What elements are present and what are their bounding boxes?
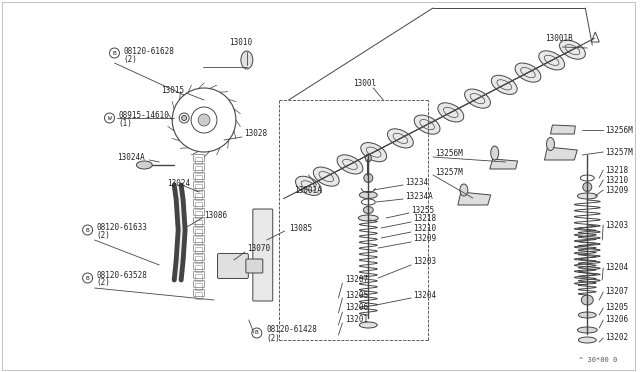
FancyBboxPatch shape bbox=[246, 259, 263, 273]
Ellipse shape bbox=[241, 51, 253, 69]
FancyBboxPatch shape bbox=[218, 253, 248, 279]
Text: 13001A: 13001A bbox=[294, 186, 321, 195]
Text: 13001B: 13001B bbox=[545, 33, 573, 42]
Text: 13210: 13210 bbox=[605, 176, 628, 185]
Text: 13209: 13209 bbox=[413, 234, 436, 243]
Text: B: B bbox=[86, 276, 90, 280]
Ellipse shape bbox=[465, 89, 490, 108]
Text: 13204: 13204 bbox=[413, 291, 436, 299]
Text: 13234A: 13234A bbox=[405, 192, 433, 201]
Polygon shape bbox=[174, 185, 183, 200]
Text: 1300l: 1300l bbox=[353, 78, 376, 87]
Text: B: B bbox=[86, 228, 90, 232]
Polygon shape bbox=[458, 192, 491, 205]
Text: 13207: 13207 bbox=[346, 276, 369, 285]
Ellipse shape bbox=[579, 337, 596, 343]
Ellipse shape bbox=[492, 75, 517, 94]
Text: 13255: 13255 bbox=[411, 205, 434, 215]
Text: 13024: 13024 bbox=[167, 179, 190, 187]
Text: 08120-61428: 08120-61428 bbox=[267, 326, 317, 334]
Ellipse shape bbox=[539, 51, 564, 70]
Text: 13209: 13209 bbox=[605, 186, 628, 195]
Ellipse shape bbox=[358, 215, 378, 221]
Text: 13202: 13202 bbox=[605, 334, 628, 343]
Text: 13028: 13028 bbox=[244, 128, 267, 138]
Ellipse shape bbox=[364, 173, 372, 183]
Text: B: B bbox=[113, 51, 116, 55]
Ellipse shape bbox=[581, 295, 593, 305]
Ellipse shape bbox=[365, 154, 371, 162]
Text: (2): (2) bbox=[267, 334, 280, 343]
Text: 13070: 13070 bbox=[247, 244, 270, 253]
Text: 13257M: 13257M bbox=[605, 148, 633, 157]
Ellipse shape bbox=[314, 167, 339, 186]
Ellipse shape bbox=[577, 193, 597, 199]
Ellipse shape bbox=[515, 63, 541, 82]
Text: 13201: 13201 bbox=[346, 315, 369, 324]
Text: 13206: 13206 bbox=[605, 315, 628, 324]
Circle shape bbox=[198, 114, 210, 126]
Text: 13205: 13205 bbox=[605, 304, 628, 312]
Polygon shape bbox=[176, 200, 185, 230]
Text: 13256M: 13256M bbox=[435, 148, 463, 157]
Text: 13203: 13203 bbox=[413, 257, 436, 266]
Ellipse shape bbox=[387, 129, 413, 148]
Text: 13207: 13207 bbox=[605, 288, 628, 296]
Text: 13010: 13010 bbox=[229, 38, 252, 46]
Polygon shape bbox=[550, 125, 575, 134]
Text: (1): (1) bbox=[118, 119, 132, 128]
Ellipse shape bbox=[182, 115, 187, 121]
Text: (2): (2) bbox=[97, 279, 111, 288]
FancyBboxPatch shape bbox=[253, 209, 273, 301]
Polygon shape bbox=[545, 147, 577, 160]
Text: 13015: 13015 bbox=[161, 86, 184, 94]
Text: 13204: 13204 bbox=[605, 263, 628, 273]
Text: (2): (2) bbox=[97, 231, 111, 240]
Text: 13218: 13218 bbox=[413, 214, 436, 222]
Text: ^ 30*00 0: ^ 30*00 0 bbox=[579, 357, 617, 363]
Text: (2): (2) bbox=[124, 55, 138, 64]
Text: W: W bbox=[108, 115, 111, 121]
Ellipse shape bbox=[491, 146, 499, 160]
Ellipse shape bbox=[364, 206, 373, 214]
Text: 13206: 13206 bbox=[346, 304, 369, 312]
Ellipse shape bbox=[359, 192, 377, 199]
Text: 13024A: 13024A bbox=[118, 153, 145, 161]
Ellipse shape bbox=[579, 312, 596, 318]
Ellipse shape bbox=[583, 183, 592, 192]
Text: 08120-61628: 08120-61628 bbox=[124, 46, 174, 55]
Ellipse shape bbox=[337, 155, 363, 174]
Text: 13086: 13086 bbox=[204, 211, 227, 219]
Polygon shape bbox=[176, 230, 185, 260]
Ellipse shape bbox=[361, 142, 387, 162]
Ellipse shape bbox=[559, 40, 586, 59]
Ellipse shape bbox=[577, 327, 597, 333]
Text: 13218: 13218 bbox=[605, 166, 628, 174]
Ellipse shape bbox=[547, 138, 554, 151]
Ellipse shape bbox=[296, 176, 321, 195]
Polygon shape bbox=[284, 38, 595, 199]
Text: 08120-63528: 08120-63528 bbox=[97, 270, 147, 279]
Ellipse shape bbox=[460, 184, 468, 196]
Ellipse shape bbox=[414, 115, 440, 134]
Ellipse shape bbox=[359, 322, 377, 328]
Text: 13257M: 13257M bbox=[435, 167, 463, 176]
Text: 08120-61633: 08120-61633 bbox=[97, 222, 147, 231]
Text: 13234: 13234 bbox=[405, 177, 428, 186]
Text: 13256M: 13256M bbox=[605, 125, 633, 135]
Text: 13205: 13205 bbox=[346, 291, 369, 299]
Text: 13210: 13210 bbox=[413, 224, 436, 232]
Polygon shape bbox=[174, 260, 183, 280]
Text: 08915-14610: 08915-14610 bbox=[118, 110, 170, 119]
Ellipse shape bbox=[136, 161, 152, 169]
Ellipse shape bbox=[438, 103, 464, 122]
Text: 13085: 13085 bbox=[289, 224, 312, 232]
Text: B: B bbox=[255, 330, 259, 336]
Polygon shape bbox=[490, 159, 518, 169]
Text: 13203: 13203 bbox=[605, 221, 628, 230]
